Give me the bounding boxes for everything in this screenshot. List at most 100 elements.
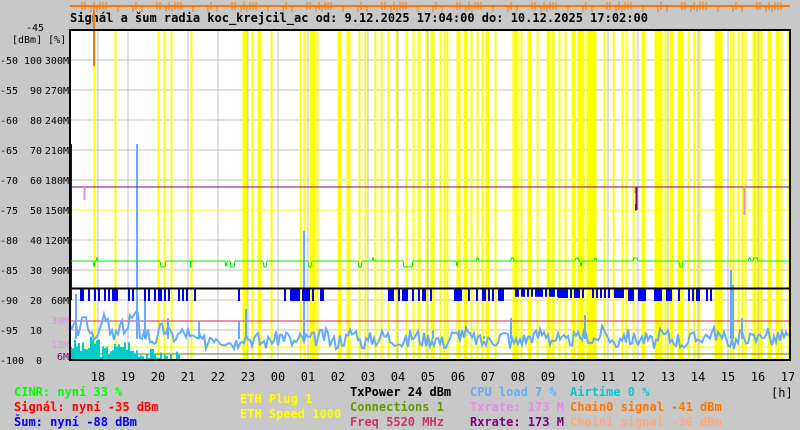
noise-bar <box>398 289 400 301</box>
x-tick-label: 02 <box>331 370 345 384</box>
y-tick-dbm: -95 <box>0 326 18 337</box>
noise-bar <box>454 289 456 301</box>
cpu-load-spike <box>584 315 586 339</box>
y-tick-rate: 90M <box>51 266 69 277</box>
legend-eth-plug: ETH Plug 1 <box>240 392 313 406</box>
noise-bar <box>412 289 414 301</box>
noise-bar <box>678 289 680 301</box>
noise-bar <box>498 289 500 301</box>
noise-bar <box>521 289 523 297</box>
cpu-load-spike <box>75 294 77 339</box>
y-tick-rate: 120M <box>45 236 69 247</box>
y-tick-percent: 60 <box>30 176 42 187</box>
noise-bar <box>670 289 672 301</box>
cpu-load-spike <box>167 318 169 339</box>
noise-bar <box>422 289 424 301</box>
cpu-load-spike <box>303 231 305 339</box>
noise-bar <box>531 289 533 297</box>
legend-rxrate: Rxrate: 173 M <box>470 415 564 429</box>
y-tick-percent: 20 <box>30 296 42 307</box>
noise-bar <box>654 289 656 301</box>
y-tick-percent: 80 <box>30 116 42 127</box>
noise-bar <box>562 289 564 298</box>
airtime-bar <box>138 356 140 360</box>
txrate-dip <box>83 187 86 200</box>
y-tick-dbm: -50 <box>0 56 18 67</box>
noise-bar <box>406 289 408 301</box>
noise-bar <box>304 289 306 301</box>
noise-bar <box>308 289 310 301</box>
airtime-bar <box>118 344 120 360</box>
noise-bar <box>80 289 82 301</box>
airtime-bar <box>120 346 122 360</box>
airtime-bar <box>142 356 144 360</box>
noise-bar <box>168 289 170 301</box>
noise-bar <box>186 289 188 301</box>
airtime-bar <box>94 343 96 360</box>
noise-bar <box>535 289 537 297</box>
y-axis-header: [dBm] [%] <box>12 35 66 46</box>
noise-bar <box>537 289 539 297</box>
airtime-bar <box>76 346 78 360</box>
noise-bar <box>582 289 584 298</box>
y-tick-percent: 50 <box>30 206 42 217</box>
cpu-load-spike <box>432 330 434 339</box>
airtime-bar <box>136 350 138 360</box>
connections-value: 1 <box>436 400 444 414</box>
x-tick-label: 06 <box>451 370 465 384</box>
airtime-bar <box>134 353 136 360</box>
y-tick-dbm: -75 <box>0 206 18 217</box>
cpu-load-spike <box>144 300 146 339</box>
noise-bar <box>290 289 292 301</box>
noise-bar <box>320 289 322 301</box>
airtime-bar <box>178 354 180 360</box>
noise-bar <box>88 289 90 301</box>
plot-border <box>69 29 791 361</box>
y-tick-dbm: -80 <box>0 236 18 247</box>
cpu-load-spike <box>458 330 460 339</box>
x-tick-label: 23 <box>241 370 255 384</box>
noise-bar <box>558 289 560 298</box>
y-tick-dbm: -90 <box>0 296 18 307</box>
noise-bar <box>638 289 640 301</box>
noise-bar <box>430 289 432 301</box>
noise-bar <box>545 289 547 297</box>
airtime-bar <box>82 342 84 360</box>
noise-bar <box>468 289 470 301</box>
noise-bar <box>668 289 670 301</box>
cpu-load-spike <box>198 321 200 339</box>
x-tick-label: 17 <box>781 370 795 384</box>
legend-eth-speed: ETH Speed 1000 <box>240 407 342 421</box>
cpu-load-spike <box>136 144 138 339</box>
cpu-load-spike <box>709 336 711 339</box>
airtime-bar <box>88 348 90 360</box>
x-tick-label: 12 <box>631 370 645 384</box>
cpu-load-spike <box>483 336 485 339</box>
noise-bar <box>164 289 166 301</box>
y-tick-percent: 100 <box>24 56 42 67</box>
airtime-bar <box>102 346 104 360</box>
y-tick-rate: 150M <box>45 206 69 217</box>
noise-bar <box>154 289 156 301</box>
legend-chain0: Chain0 signal -41 dBm <box>570 400 722 414</box>
airtime-bar <box>110 351 112 360</box>
y-top-label: -45 <box>26 23 44 34</box>
legend-txpower: TxPower 24 dBm <box>350 385 452 399</box>
cpu-load-spike <box>245 309 247 339</box>
x-tick-label: 16 <box>751 370 765 384</box>
noise-bar <box>296 289 298 301</box>
noise-bar <box>418 289 420 301</box>
y-tick-percent: 10 <box>30 326 42 337</box>
noise-bar <box>710 289 712 301</box>
noise-bar <box>458 289 460 301</box>
noise-bar <box>402 289 404 301</box>
airtime-bar <box>128 342 130 360</box>
airtime-bar <box>148 357 150 360</box>
x-tick-label: 11 <box>601 370 615 384</box>
airtime-bar <box>106 346 108 360</box>
noise-bar <box>306 289 308 301</box>
x-tick-label: 13 <box>661 370 675 384</box>
airtime-bar <box>86 349 88 360</box>
x-tick-label: 18 <box>91 370 105 384</box>
